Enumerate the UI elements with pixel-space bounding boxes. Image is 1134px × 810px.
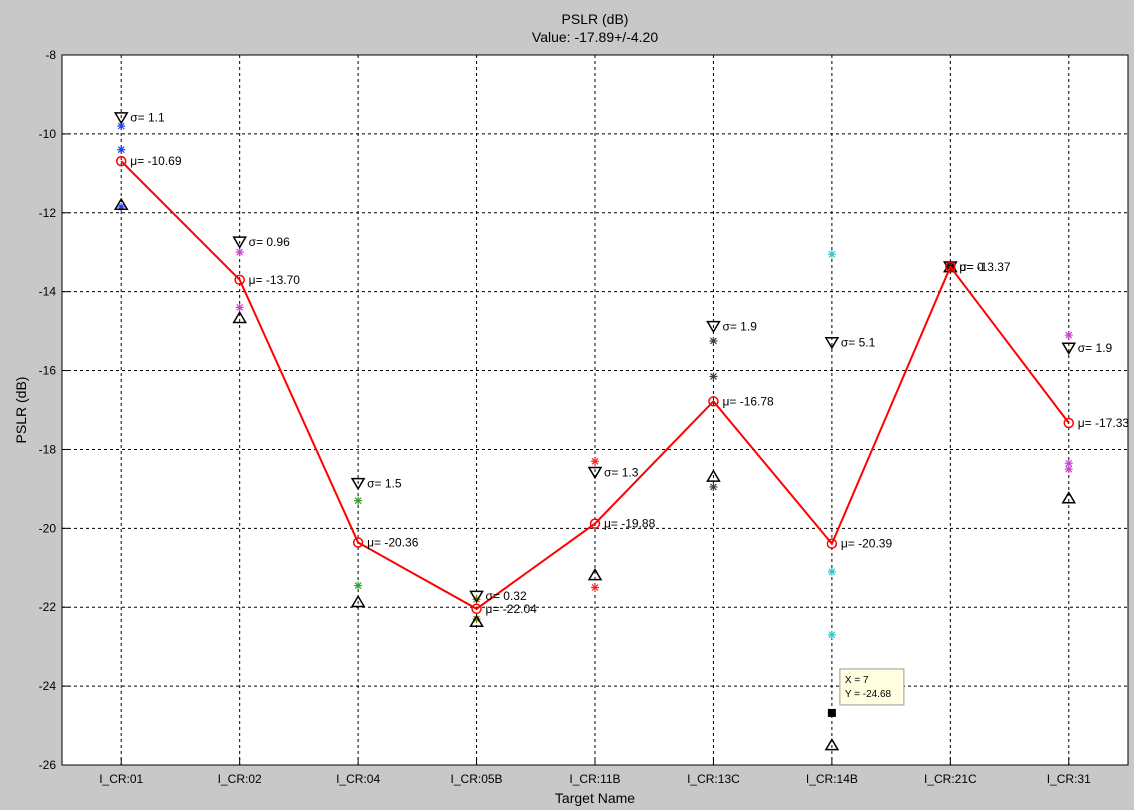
sample-star-marker (117, 145, 126, 154)
mean-marker (826, 538, 838, 549)
x-tick-labels: I_CR:01 I_CR:02 I_CR:04 I_CR:05B I_CR:11B I_C… (99, 772, 1091, 786)
sigma-label: σ= 1.9 (722, 319, 757, 333)
x-axis-label: Target Name (555, 790, 635, 806)
sample-star-marker (827, 567, 836, 576)
upper-bound-marker (232, 236, 247, 249)
mean-markers (115, 155, 1075, 615)
sigma-label: σ= 1.1 (130, 111, 165, 125)
y-tick-label: -24 (39, 679, 57, 693)
sample-star-marker (1064, 465, 1073, 474)
datatip-box (839, 668, 905, 706)
sample-star-marker (591, 457, 599, 466)
y-tick-label: -26 (39, 758, 57, 772)
lower-bound-marker (706, 469, 721, 482)
sample-star-marker (827, 250, 836, 259)
sigma-label: σ= 0.96 (249, 235, 290, 249)
sample-star-marker (1064, 331, 1073, 340)
lower-bound-marker (232, 310, 247, 324)
upper-bound-marker (824, 337, 840, 350)
sigma-label: σ= 1.5 (367, 476, 402, 490)
y-axis-label: PSLR (dB) (13, 377, 29, 444)
sample-star-marker (354, 496, 363, 505)
lower-bound-marker (1061, 491, 1077, 504)
sample-star-marker (354, 581, 363, 590)
grid-lines (62, 54, 1128, 766)
y-tick-labels: -26 -24 -22 -20 -18 -16 -14 -12 -10 -8 (39, 48, 57, 772)
sample-star-marker (235, 303, 244, 312)
mean-marker (589, 518, 601, 529)
mean-marker (234, 274, 245, 286)
sigma-bound-markers (113, 112, 1077, 751)
upper-bound-marker (469, 590, 484, 604)
sample-star-marker (235, 248, 244, 257)
sigma-label: σ= 0 (959, 260, 984, 274)
y-tick-label: -18 (39, 442, 57, 456)
sigma-label: σ= 5.1 (841, 336, 876, 350)
sample-star-marker (472, 615, 481, 624)
datatip[interactable]: X = 7 Y = -24.68 (827, 668, 905, 717)
sigma-label: σ= 1.9 (1078, 341, 1113, 355)
sigma-label: σ= 1.3 (604, 465, 639, 479)
mean-label: μ= -13.37 (959, 260, 1011, 274)
mean-marker (945, 261, 956, 273)
lower-bound-marker (469, 614, 484, 627)
lower-bound-marker (587, 567, 603, 581)
sample-star-marker (591, 583, 599, 592)
x-tick-label: I_CR:13C (687, 772, 740, 786)
mean-label: μ= -10.69 (130, 154, 182, 168)
mean-label: μ= -13.70 (249, 273, 301, 287)
upper-bound-marker (1061, 342, 1077, 355)
chart-title: PSLR (dB) (562, 11, 629, 27)
datatip-y-text: Y = -24.68 (845, 689, 892, 700)
mean-marker (471, 603, 482, 615)
sample-markers (117, 122, 1073, 639)
y-tick-label: -20 (39, 521, 57, 535)
sample-star-marker (709, 372, 718, 381)
mean-marker (115, 155, 127, 167)
upper-bound-marker (350, 477, 366, 491)
lower-bound-marker (824, 738, 840, 751)
upper-bound-marker (587, 466, 603, 480)
mean-series-line (120, 160, 1070, 610)
annotation-labels: μ= -10.69 μ= -13.70 μ= -20.36 μ= -22.04 μ= -… (130, 111, 1129, 616)
y-tick-label: -22 (39, 600, 57, 614)
mean-marker (352, 537, 364, 548)
y-tick-label: -12 (39, 206, 57, 220)
mean-marker (1063, 417, 1075, 429)
mean-label: μ= -20.36 (367, 536, 419, 550)
mean-marker (708, 396, 719, 407)
sample-star-marker (709, 336, 718, 345)
y-tick-label: -14 (39, 285, 57, 299)
x-tick-label: I_CR:31 (1047, 772, 1091, 786)
sample-star-marker (827, 630, 836, 639)
lower-bound-marker (113, 197, 129, 211)
datatip-point (827, 708, 836, 717)
upper-bound-marker (113, 112, 129, 125)
x-tick-label: I_CR:14B (806, 772, 858, 786)
lower-bound-marker (350, 594, 366, 608)
mean-label: μ= -22.04 (486, 602, 538, 616)
x-tick-label: I_CR:02 (218, 772, 262, 786)
x-tick-label: I_CR:05B (451, 772, 503, 786)
mean-label: μ= -16.78 (722, 394, 774, 408)
upper-bound-marker (706, 320, 721, 334)
y-tick-label: -10 (39, 127, 57, 141)
sample-star-marker (709, 482, 718, 491)
x-tick-label: I_CR:01 (99, 772, 143, 786)
x-tick-label: I_CR:11B (569, 772, 620, 786)
x-tick-label: I_CR:21C (924, 772, 977, 786)
y-tick-label: -16 (39, 364, 57, 378)
mean-label: μ= -19.88 (604, 517, 656, 531)
y-tick-label: -8 (45, 48, 56, 62)
sigma-label: σ= 0.32 (486, 589, 527, 603)
mean-label: μ= -20.39 (841, 537, 893, 551)
x-tick-label: I_CR:04 (336, 772, 380, 786)
datatip-x-text: X = 7 (845, 675, 869, 686)
chart-subtitle: Value: -17.89+/-4.20 (532, 29, 658, 45)
mean-label: μ= -17.33 (1078, 416, 1130, 430)
